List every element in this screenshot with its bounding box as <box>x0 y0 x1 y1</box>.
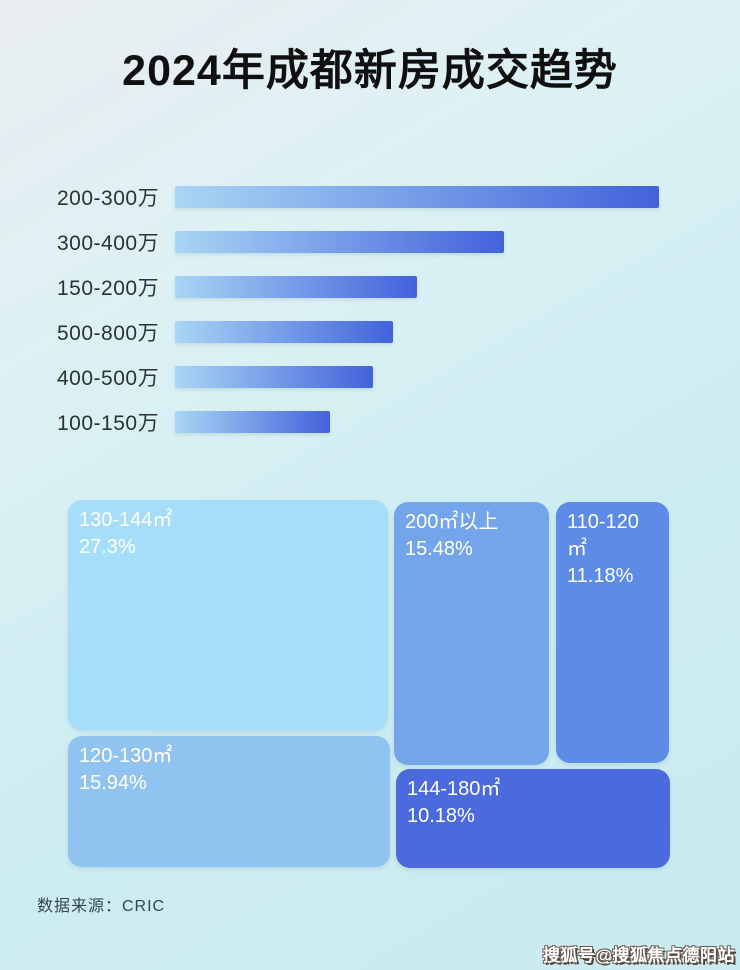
data-source-note: 数据来源：CRIC <box>37 898 166 915</box>
bar-label: 500-800万 <box>57 322 160 345</box>
treemap-range-label: 130-144㎡ <box>79 509 173 531</box>
bar-row: 300-400万 <box>57 231 659 255</box>
bar-track <box>175 231 659 253</box>
treemap-percent-label: 11.18% <box>567 565 634 587</box>
treemap-range-label: 120-130㎡ <box>79 745 173 767</box>
treemap-block-120-130: 120-130㎡ 15.94% <box>68 736 390 867</box>
treemap-range-label: 144-180㎡ <box>407 778 501 800</box>
treemap-range-label: 200㎡以上 <box>405 511 499 533</box>
bar-fill <box>175 411 330 433</box>
bar-track <box>175 366 659 388</box>
page-title: 2024年成都新房成交趋势 <box>122 47 618 95</box>
bar-label: 200-300万 <box>57 187 160 210</box>
treemap-range-label: 110-120㎡ <box>567 511 639 560</box>
treemap-block-110-120: 110-120㎡ 11.18% <box>556 502 669 763</box>
watermark: 搜狐号@搜狐焦点德阳站 <box>542 946 735 965</box>
treemap-block-200-plus: 200㎡以上 15.48% <box>394 502 549 765</box>
bar-row: 400-500万 <box>57 366 659 390</box>
bar-fill <box>175 321 393 343</box>
treemap-percent-label: 10.18% <box>407 805 475 827</box>
price-band-bar-chart: 200-300万 300-400万 150-200万 500-800万 400-… <box>57 186 659 456</box>
bar-row: 200-300万 <box>57 186 659 210</box>
bar-fill <box>175 276 417 298</box>
bar-row: 150-200万 <box>57 276 659 300</box>
treemap-percent-label: 27.3% <box>79 536 136 558</box>
bar-label: 150-200万 <box>57 277 160 300</box>
bar-row: 500-800万 <box>57 321 659 345</box>
bar-fill <box>175 186 659 208</box>
treemap-block-130-144: 130-144㎡ 27.3% <box>68 500 388 730</box>
bar-track <box>175 276 659 298</box>
bar-fill <box>175 231 505 253</box>
bar-fill <box>175 366 374 388</box>
bar-row: 100-150万 <box>57 411 659 435</box>
bar-label: 400-500万 <box>57 367 160 390</box>
bar-label: 100-150万 <box>57 412 160 435</box>
treemap-percent-label: 15.48% <box>405 538 473 560</box>
bar-track <box>175 186 659 208</box>
bar-label: 300-400万 <box>57 232 160 255</box>
treemap-percent-label: 15.94% <box>79 772 147 794</box>
treemap-block-144-180: 144-180㎡ 10.18% <box>396 769 670 868</box>
bar-track <box>175 411 659 433</box>
bar-track <box>175 321 659 343</box>
